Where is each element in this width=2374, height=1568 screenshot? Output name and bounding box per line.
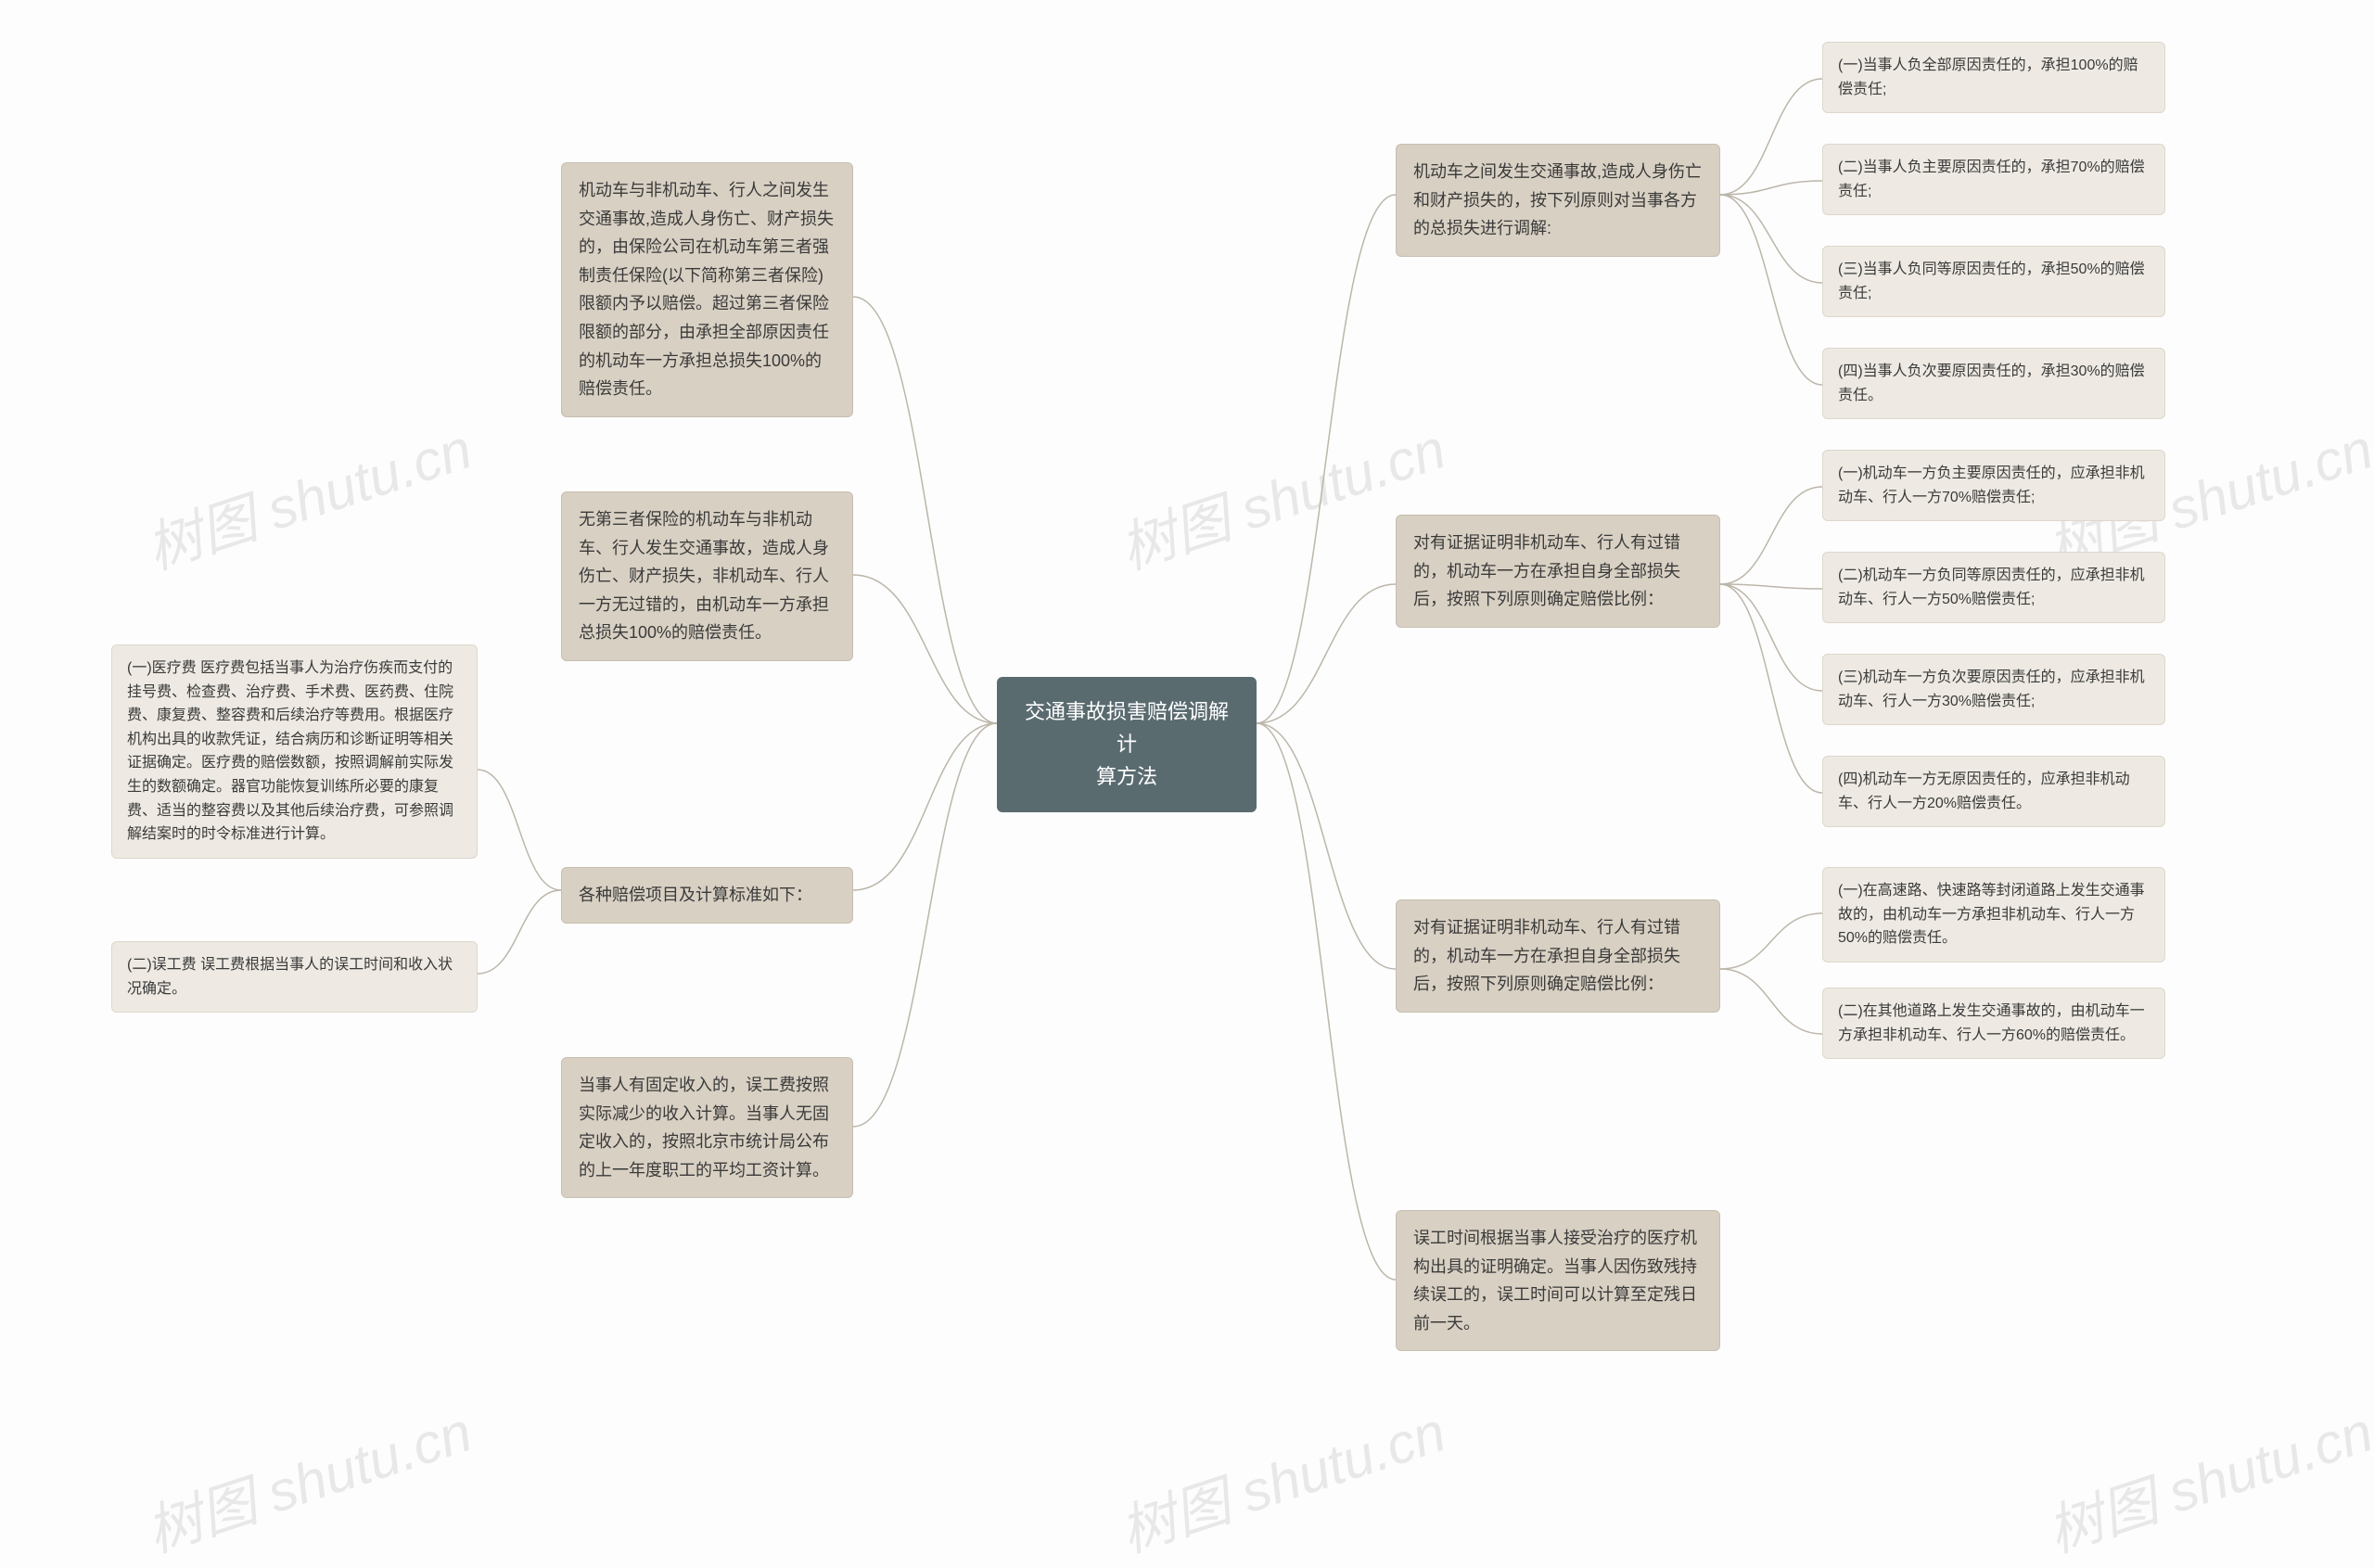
branch-label: 对有证据证明非机动车、行人有过错的，机动车一方在承担自身全部损失后，按照下列原则… [1413,533,1680,608]
branch-right-3[interactable]: 对有证据证明非机动车、行人有过错的，机动车一方在承担自身全部损失后，按照下列原则… [1396,899,1720,1013]
leaf-label: (三)机动车一方负次要原因责任的，应承担非机动车、行人一方30%赔偿责任; [1838,669,2145,709]
leaf-R1c[interactable]: (三)当事人负同等原因责任的，承担50%的赔偿责任; [1822,246,2165,317]
leaf-label: (二)误工费 误工费根据当事人的误工时间和收入状况确定。 [127,957,453,997]
root-label: 交通事故损害赔偿调解计算方法 [1017,695,1236,794]
leaf-R1b[interactable]: (二)当事人负主要原因责任的，承担70%的赔偿责任; [1822,144,2165,215]
branch-label: 无第三者保险的机动车与非机动车、行人发生交通事故，造成人身伤亡、财产损失，非机动… [579,510,829,642]
leaf-R2a[interactable]: (一)机动车一方负主要原因责任的，应承担非机动车、行人一方70%赔偿责任; [1822,450,2165,521]
leaf-R1d[interactable]: (四)当事人负次要原因责任的，承担30%的赔偿责任。 [1822,348,2165,419]
leaf-R2b[interactable]: (二)机动车一方负同等原因责任的，应承担非机动车、行人一方50%赔偿责任; [1822,552,2165,623]
leaf-R3a[interactable]: (一)在高速路、快速路等封闭道路上发生交通事故的，由机动车一方承担非机动车、行人… [1822,867,2165,962]
root-node[interactable]: 交通事故损害赔偿调解计算方法 [997,677,1257,812]
branch-right-2[interactable]: 对有证据证明非机动车、行人有过错的，机动车一方在承担自身全部损失后，按照下列原则… [1396,515,1720,628]
leaf-label: (二)当事人负主要原因责任的，承担70%的赔偿责任; [1838,159,2145,199]
branch-label: 误工时间根据当事人接受治疗的医疗机构出具的证明确定。当事人因伤致残持续误工的，误… [1413,1229,1697,1332]
leaf-R2d[interactable]: (四)机动车一方无原因责任的，应承担非机动车、行人一方20%赔偿责任。 [1822,756,2165,827]
branch-left-1[interactable]: 机动车与非机动车、行人之间发生交通事故,造成人身伤亡、财产损失的，由保险公司在机… [561,162,853,417]
leaf-label: (三)当事人负同等原因责任的，承担50%的赔偿责任; [1838,261,2145,301]
watermark: 树图 shutu.cn [134,404,480,585]
branch-label: 当事人有固定收入的，误工费按照实际减少的收入计算。当事人无固定收入的，按照北京市… [579,1076,829,1179]
watermark: 树图 shutu.cn [134,1387,480,1568]
branch-label: 各种赔偿项目及计算标准如下： [579,886,812,904]
leaf-R2c[interactable]: (三)机动车一方负次要原因责任的，应承担非机动车、行人一方30%赔偿责任; [1822,654,2165,725]
leaf-label: (二)机动车一方负同等原因责任的，应承担非机动车、行人一方50%赔偿责任; [1838,567,2145,607]
leaf-R3b[interactable]: (二)在其他道路上发生交通事故的，由机动车一方承担非机动车、行人一方60%的赔偿… [1822,988,2165,1059]
leaf-label: (一)医疗费 医疗费包括当事人为治疗伤疾而支付的挂号费、检查费、治疗费、手术费、… [127,660,453,842]
watermark: 树图 shutu.cn [2036,1387,2374,1568]
branch-right-4[interactable]: 误工时间根据当事人接受治疗的医疗机构出具的证明确定。当事人因伤致残持续误工的，误… [1396,1210,1720,1351]
branch-left-3[interactable]: 各种赔偿项目及计算标准如下： [561,867,853,924]
branch-label: 机动车与非机动车、行人之间发生交通事故,造成人身伤亡、财产损失的，由保险公司在机… [579,181,834,398]
leaf-label: (一)机动车一方负主要原因责任的，应承担非机动车、行人一方70%赔偿责任; [1838,465,2145,505]
branch-left-2[interactable]: 无第三者保险的机动车与非机动车、行人发生交通事故，造成人身伤亡、财产损失，非机动… [561,491,853,661]
leaf-L3b[interactable]: (二)误工费 误工费根据当事人的误工时间和收入状况确定。 [111,941,478,1013]
watermark: 树图 shutu.cn [1108,1387,1454,1568]
branch-left-4[interactable]: 当事人有固定收入的，误工费按照实际减少的收入计算。当事人无固定收入的，按照北京市… [561,1057,853,1198]
leaf-label: (二)在其他道路上发生交通事故的，由机动车一方承担非机动车、行人一方60%的赔偿… [1838,1003,2145,1043]
leaf-label: (四)当事人负次要原因责任的，承担30%的赔偿责任。 [1838,363,2145,403]
branch-label: 机动车之间发生交通事故,造成人身伤亡和财产损失的，按下列原则对当事各方的总损失进… [1413,162,1702,237]
leaf-label: (四)机动车一方无原因责任的，应承担非机动车、行人一方20%赔偿责任。 [1838,771,2130,811]
leaf-label: (一)在高速路、快速路等封闭道路上发生交通事故的，由机动车一方承担非机动车、行人… [1838,883,2145,946]
branch-right-1[interactable]: 机动车之间发生交通事故,造成人身伤亡和财产损失的，按下列原则对当事各方的总损失进… [1396,144,1720,257]
leaf-label: (一)当事人负全部原因责任的，承担100%的赔偿责任; [1838,57,2138,97]
leaf-R1a[interactable]: (一)当事人负全部原因责任的，承担100%的赔偿责任; [1822,42,2165,113]
branch-label: 对有证据证明非机动车、行人有过错的，机动车一方在承担自身全部损失后，按照下列原则… [1413,918,1680,993]
leaf-L3a[interactable]: (一)医疗费 医疗费包括当事人为治疗伤疾而支付的挂号费、检查费、治疗费、手术费、… [111,644,478,859]
